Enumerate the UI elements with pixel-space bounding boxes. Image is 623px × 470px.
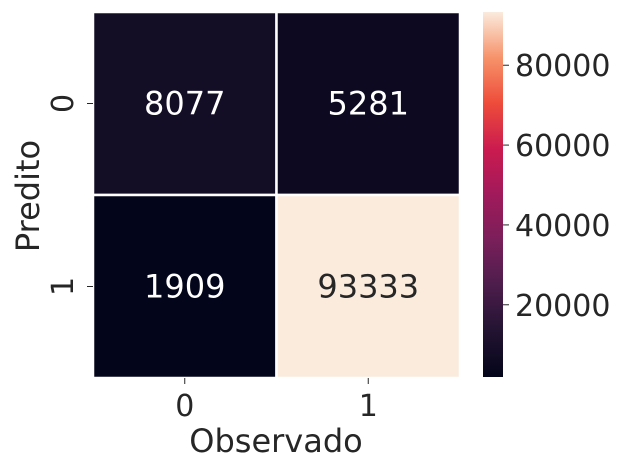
colorbar xyxy=(483,12,503,377)
heatmap-cell-1-1 xyxy=(275,193,462,380)
colorbar-tick-label-1: 40000 xyxy=(515,209,610,244)
x-tick-label-0: 0 xyxy=(175,389,194,424)
y-axis-ticks: 01 xyxy=(46,94,93,296)
colorbar-tick-label-0: 20000 xyxy=(515,289,610,324)
colorbar-tick-label-2: 60000 xyxy=(515,129,610,164)
heatmap-cell-labels: 8077 5281 1909 93333 xyxy=(144,85,419,306)
heatmap-cell-0-1 xyxy=(275,10,462,197)
colorbar-tick-label-3: 80000 xyxy=(515,49,610,84)
y-tick-label-1: 1 xyxy=(46,277,81,296)
cell-value-label-0-1: 5281 xyxy=(328,85,409,123)
cell-value-label-1-0: 1909 xyxy=(144,268,225,306)
cell-value-label-0-0: 8077 xyxy=(144,85,225,123)
colorbar-ticks: 20000 40000 60000 80000 xyxy=(503,49,610,324)
x-axis-label: Observado xyxy=(189,422,362,460)
x-tick-label-1: 1 xyxy=(359,389,378,424)
y-tick-label-0: 0 xyxy=(46,94,81,113)
heatmap-cell-1-0 xyxy=(91,193,278,380)
cell-value-label-1-1: 93333 xyxy=(317,268,419,306)
heatmap-cell-0-0 xyxy=(91,10,278,197)
y-axis-label: Predito xyxy=(9,140,47,252)
heatmap-cells xyxy=(91,10,462,380)
